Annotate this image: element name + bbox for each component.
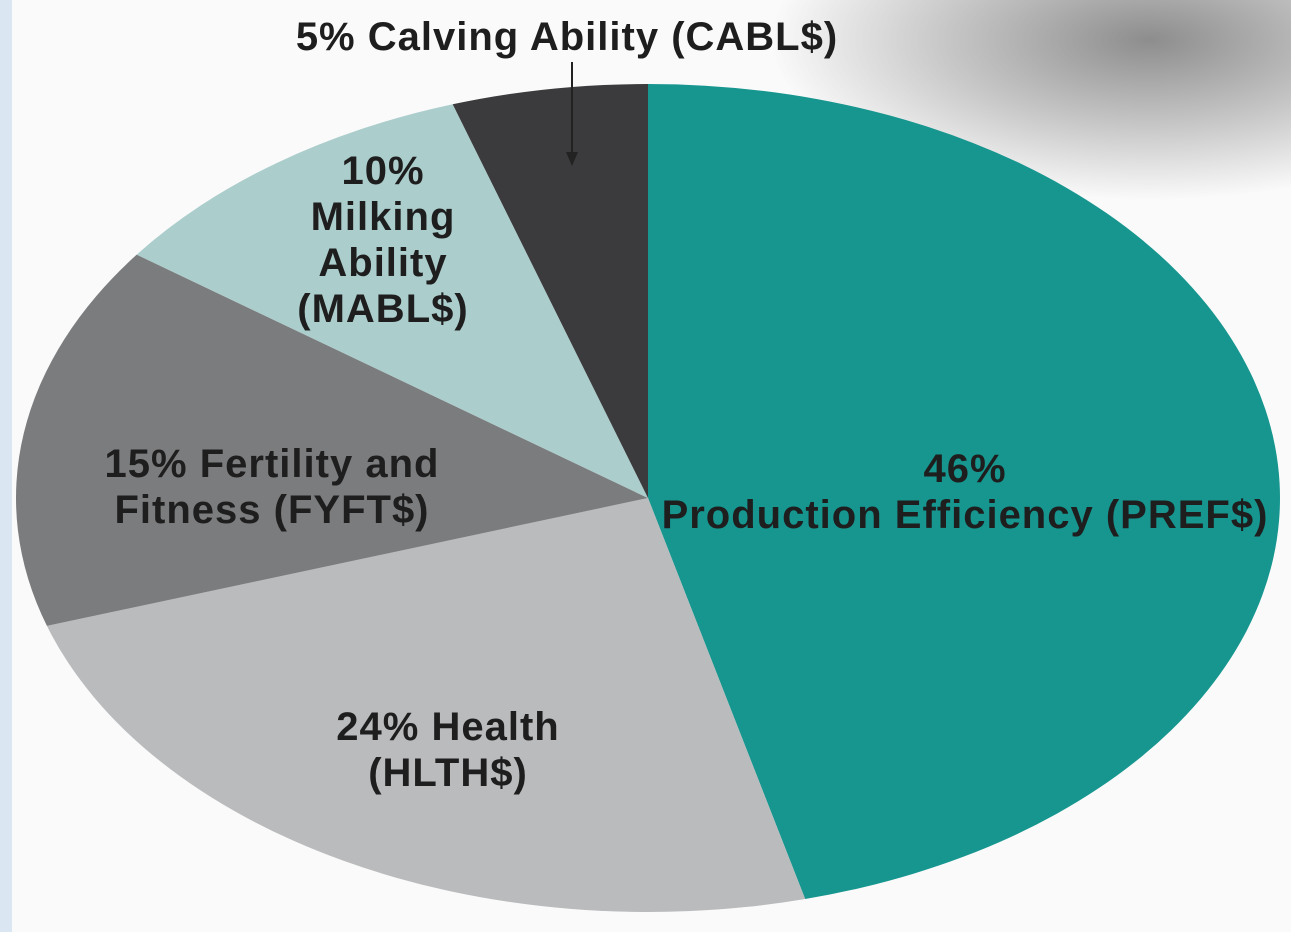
value-label: 24% [336, 705, 420, 749]
slice-label: 5% Calving Ability (CABL$) [117, 14, 1017, 60]
value-label: 15% [104, 442, 188, 486]
category-label: Calving Ability (CABL$) [367, 15, 839, 59]
slice-label: 24% Health (HLTH$) [278, 704, 618, 796]
pie-slice [16, 254, 649, 626]
pie-slice [648, 84, 1280, 899]
category-label: Fertility and Fitness (FYFT$) [114, 442, 440, 532]
callout-arrow [566, 152, 578, 166]
category-label: Production Efficiency (PREF$) [661, 493, 1269, 537]
pie-slice [452, 84, 648, 498]
slice-label: 10% Milking Ability (MABL$) [258, 148, 508, 332]
value-label: 10% [341, 149, 425, 193]
pie-slice [46, 498, 806, 912]
slice-label: 46% Production Efficiency (PREF$) [645, 446, 1285, 538]
side-strip [0, 0, 12, 932]
value-label: 46% [923, 447, 1007, 491]
category-label: Health (HLTH$) [368, 705, 560, 795]
category-label: Milking Ability (MABL$) [297, 195, 469, 331]
pie-slice [136, 104, 648, 498]
value-label: 5% [295, 15, 356, 59]
slice-label: 15% Fertility and Fitness (FYFT$) [37, 441, 507, 533]
